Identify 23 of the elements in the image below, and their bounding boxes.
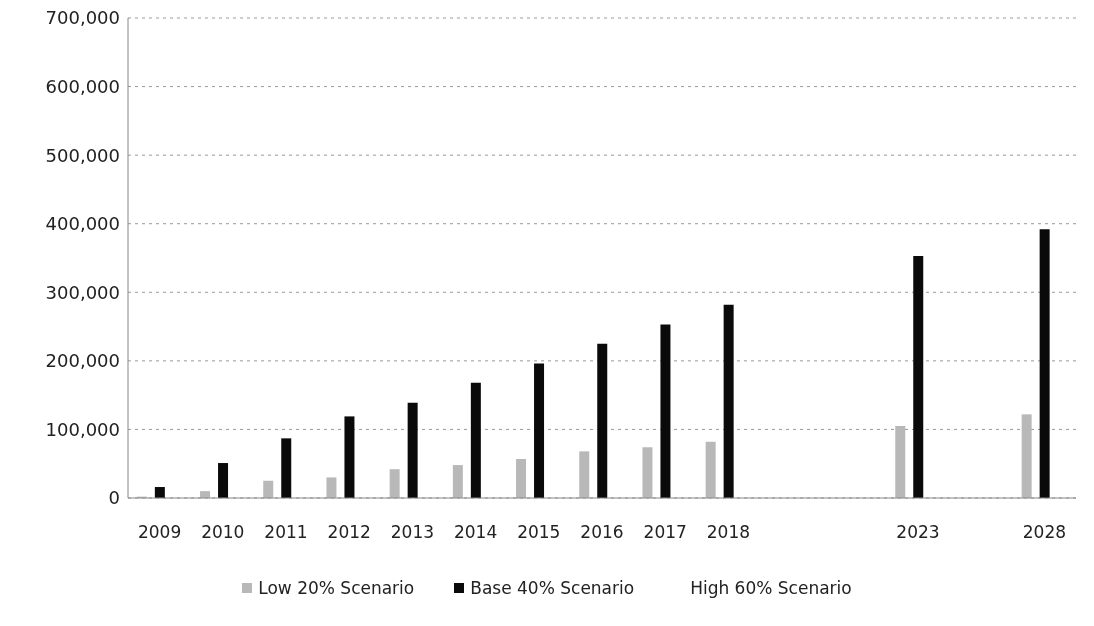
y-tick-label: 400,000 [45,213,120,235]
x-tick-label: 2028 [1022,522,1067,543]
x-tick-label: 2018 [706,522,751,543]
x-tick-label: 2011 [264,522,308,543]
x-tick-label: 2009 [137,522,182,543]
legend-label: Base 40% Scenario [470,578,635,598]
legend-label: Low 20% Scenario [258,578,415,598]
y-tick-label: 700,000 [45,7,120,29]
y-tick-label: 500,000 [45,144,120,166]
text: High 60% Scenario [690,578,852,598]
y-tick-label: 0 [108,487,120,509]
x-tick-label: 2013 [390,522,435,543]
x-tick-label: 2016 [580,522,624,543]
x-tick-label: 2014 [453,522,498,543]
y-tick-label: 300,000 [45,281,120,303]
x-tick-label: 2012 [327,522,371,543]
y-tick-label: 600,000 [45,75,120,97]
x-tick-label: 2017 [643,522,687,543]
x-tick-label: 2015 [517,522,561,543]
y-tick-label: 200,000 [45,350,120,372]
y-tick-label: 100,000 [45,418,120,440]
x-tick-label: 2010 [201,522,245,543]
x-tick-label: 2023 [896,522,940,543]
